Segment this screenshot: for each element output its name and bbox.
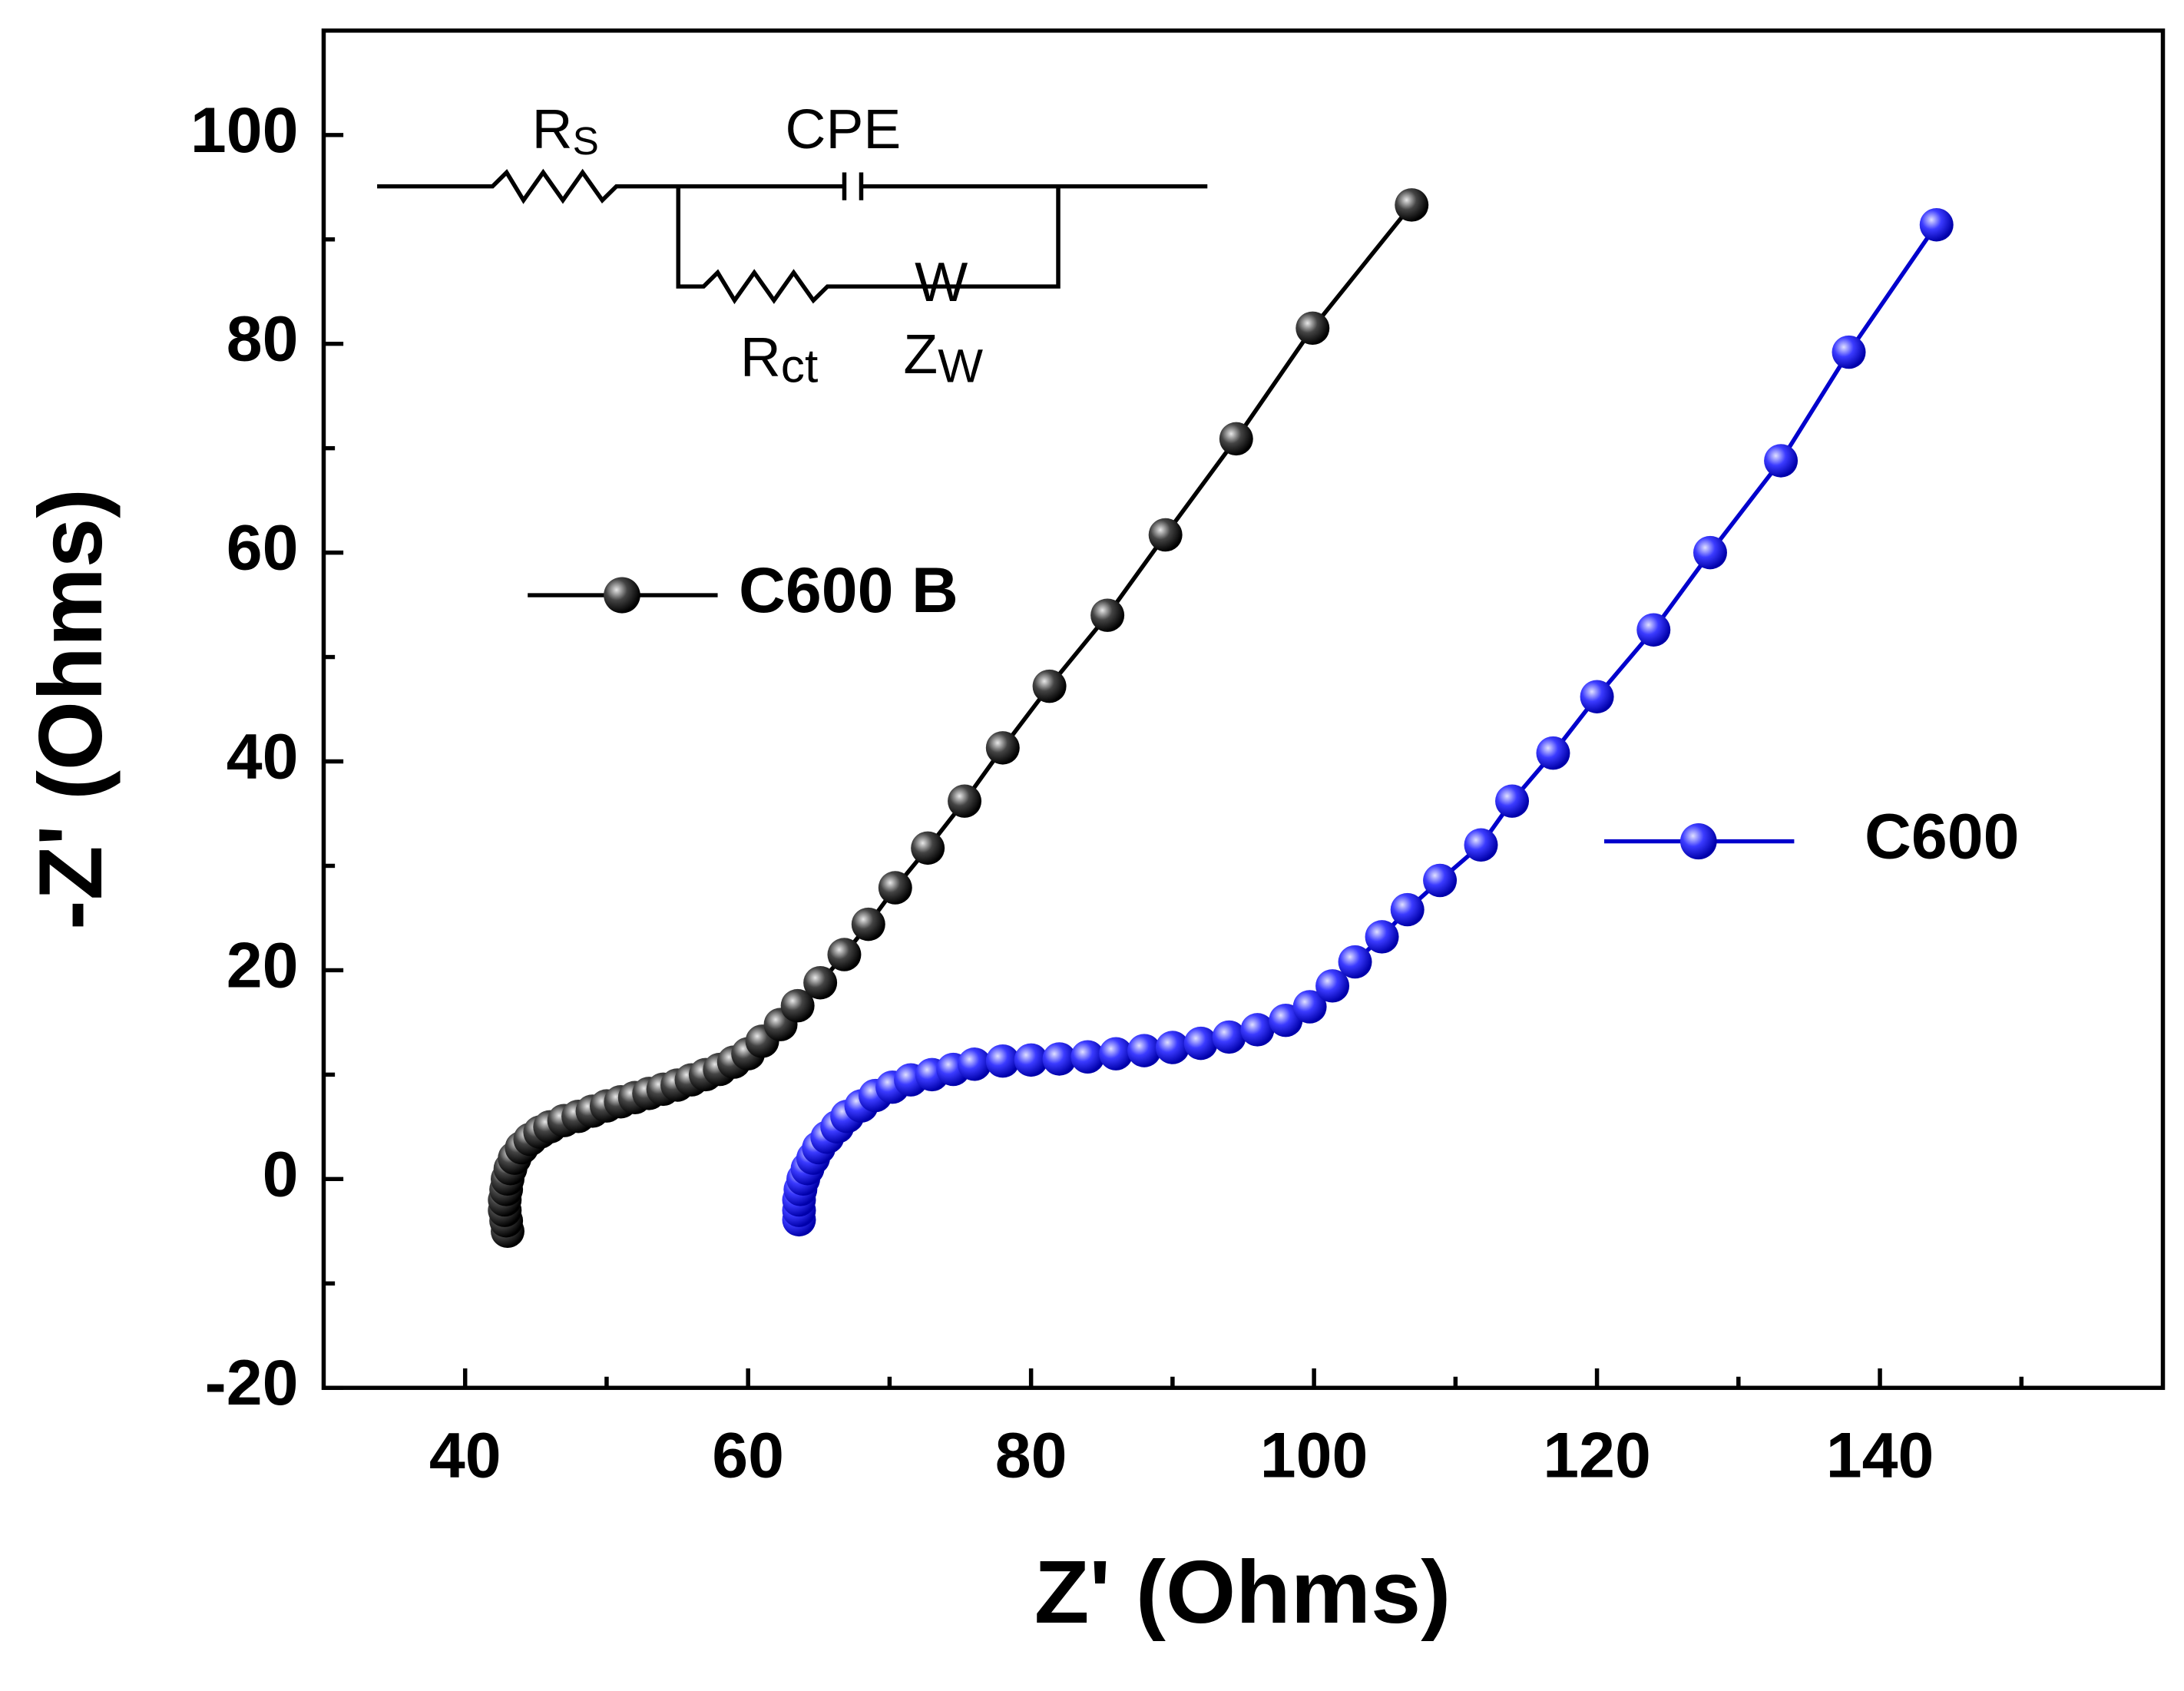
circuit-branch	[676, 186, 1061, 305]
y-tick-label: 60	[227, 511, 299, 583]
data-point	[1536, 736, 1570, 770]
data-point	[1219, 422, 1253, 456]
data-point	[1919, 207, 1954, 242]
y-tick-label: 100	[190, 94, 299, 165]
data-point	[957, 1047, 991, 1081]
x-tick-label: 120	[1543, 1419, 1651, 1491]
data-point	[1315, 969, 1350, 1003]
data-point	[948, 784, 982, 818]
data-point	[851, 907, 885, 941]
data-point	[1495, 784, 1530, 818]
x-tick-label: 40	[429, 1419, 501, 1491]
circuit-label: ZW	[903, 324, 983, 393]
data-point	[878, 871, 912, 905]
y-tick-label: 0	[263, 1138, 299, 1210]
legend-label: C600	[1865, 800, 2019, 872]
data-point	[1155, 1031, 1190, 1064]
y-tick-label: 40	[227, 720, 299, 792]
legend-marker	[1679, 823, 1717, 860]
y-tick-label: 20	[227, 929, 299, 1001]
data-point	[1296, 311, 1330, 346]
data-point	[1832, 335, 1866, 369]
data-point	[985, 1044, 1020, 1078]
circuit-label: W	[915, 252, 968, 314]
circuit-label: Rct	[740, 326, 818, 393]
x-tick-label: 80	[995, 1419, 1067, 1491]
data-point	[1764, 444, 1798, 478]
data-point	[1099, 1037, 1133, 1071]
x-tick-label: 60	[712, 1419, 784, 1491]
data-point	[780, 988, 815, 1023]
data-point	[1042, 1042, 1077, 1076]
circuit-label: RS	[532, 98, 599, 163]
circuit-label: CPE	[786, 98, 902, 160]
data-point	[1183, 1026, 1218, 1061]
circuit-wire	[377, 168, 1208, 204]
y-tick-label: -20	[205, 1347, 299, 1418]
x-tick-label: 100	[1260, 1419, 1368, 1491]
data-point	[1127, 1034, 1162, 1067]
legend-label: C600 B	[739, 554, 958, 626]
data-point	[1240, 1013, 1275, 1047]
data-point	[1070, 1040, 1105, 1074]
data-point	[1395, 188, 1429, 222]
data-point	[1032, 669, 1067, 703]
data-point	[1636, 613, 1671, 647]
data-point	[1365, 920, 1399, 954]
data-point	[1212, 1020, 1246, 1054]
data-point	[1580, 680, 1614, 713]
capacitor	[842, 172, 864, 200]
data-point	[1014, 1043, 1048, 1077]
legend-marker	[604, 577, 640, 614]
circuit-inset	[377, 168, 1208, 305]
plot-frame	[321, 28, 2166, 1390]
data-point	[1090, 598, 1125, 632]
data-point	[911, 831, 945, 865]
data-point	[827, 938, 862, 971]
y-tick-label: 80	[227, 303, 299, 374]
data-point	[1292, 990, 1327, 1024]
x-axis-label: Z' (Ohms)	[1034, 1542, 1451, 1642]
data-point	[1693, 535, 1727, 570]
y-axis-label: -Z' (Ohms)	[19, 488, 121, 930]
data-point	[1148, 518, 1183, 552]
x-tick-label: 140	[1826, 1419, 1934, 1491]
data-point	[803, 966, 838, 1000]
data-point	[1390, 892, 1425, 927]
data-point	[1423, 863, 1458, 898]
data-point	[1464, 828, 1498, 862]
data-point	[1338, 945, 1372, 979]
data-point	[985, 731, 1020, 765]
